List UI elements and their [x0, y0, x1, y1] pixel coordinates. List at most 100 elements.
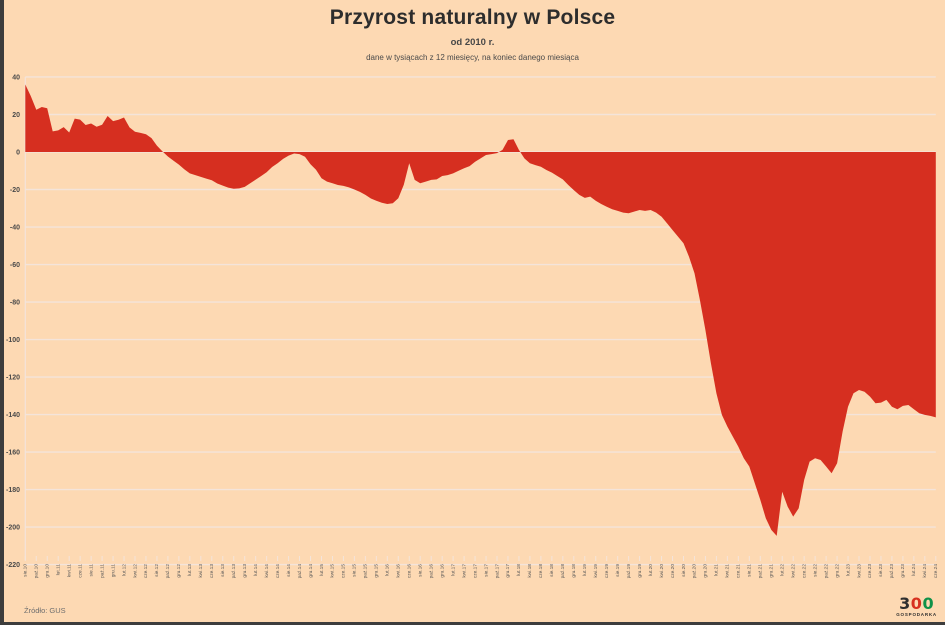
x-axis-label: paź.17: [494, 564, 500, 579]
x-axis-label: kwi.23: [856, 564, 862, 578]
x-axis-label: cze.21: [736, 564, 742, 578]
x-axis-label: lut.21: [714, 564, 720, 576]
area-series: [25, 84, 936, 536]
source-label: Źródło: GUS: [24, 606, 66, 615]
x-axis-label: sie.17: [483, 564, 489, 577]
x-axis-label: kwi.20: [659, 564, 665, 578]
x-axis-label: kwi.22: [790, 564, 796, 578]
x-axis-label: sie.18: [549, 564, 555, 577]
x-axis-label: paź.21: [758, 564, 764, 579]
x-axis-label: sie.12: [154, 564, 160, 577]
y-axis-label: -100: [6, 337, 20, 344]
x-axis-label: cze.19: [604, 564, 610, 578]
x-axis-label: kwi.21: [725, 564, 731, 578]
x-axis-label: cze.14: [275, 564, 281, 578]
x-axis-label: gru.21: [769, 564, 775, 578]
x-axis-label: cze.24: [933, 564, 939, 578]
x-axis-label: kwi.15: [330, 564, 336, 578]
x-axis-label: paź.18: [560, 564, 566, 579]
x-axis-label: lut.17: [450, 564, 456, 576]
x-axis-label: cze.16: [407, 564, 413, 578]
x-axis-label: gru.13: [242, 564, 248, 578]
x-axis-label: gru.11: [110, 564, 116, 578]
logo-digit-0-green: 0: [922, 593, 935, 613]
x-axis-label: cze.23: [867, 564, 873, 578]
x-axis-label: kwi.24: [922, 564, 928, 578]
x-axis-label: cze.13: [209, 564, 215, 578]
x-axis-label: sie.11: [88, 564, 94, 577]
y-axis-label: 40: [12, 74, 20, 81]
x-axis-label: gru.16: [439, 564, 445, 578]
x-axis-label: paź.10: [34, 564, 40, 579]
y-axis-label: 0: [16, 149, 20, 156]
x-axis-label: lut.16: [385, 564, 391, 576]
x-axis-label: kwi.17: [461, 564, 467, 578]
window-bottom-edge: [0, 622, 945, 625]
y-axis-label: -80: [10, 299, 20, 306]
x-axis-label: lut.11: [55, 564, 61, 576]
x-axis-label: kwi.16: [396, 564, 402, 578]
y-axis-label: -180: [6, 487, 20, 494]
x-axis-label: cze.11: [77, 564, 83, 578]
y-axis-label: 20: [12, 112, 20, 119]
x-axis-label: cze.22: [801, 564, 807, 578]
x-axis-label: paź.20: [692, 564, 698, 579]
x-axis-label: gru.17: [505, 564, 511, 578]
x-axis-label: paź.16: [428, 564, 434, 579]
x-axis-label: sie.10: [23, 564, 29, 577]
x-axis-label: gru.15: [374, 564, 380, 578]
x-axis-label: paź.23: [889, 564, 895, 579]
x-axis-label: gru.23: [900, 564, 906, 578]
window-left-edge: [0, 0, 4, 625]
x-axis-label: lut.19: [582, 564, 588, 576]
x-axis-label: cze.12: [143, 564, 149, 578]
y-axis-label: -220: [6, 562, 20, 569]
x-axis-label: lut.24: [911, 564, 917, 576]
x-axis-label: gru.10: [45, 564, 51, 578]
x-axis-label: cze.15: [341, 564, 347, 578]
x-axis-label: sie.15: [352, 564, 358, 577]
x-axis-label: paź.11: [99, 564, 105, 578]
x-axis-label: gru.18: [571, 564, 577, 578]
x-axis-label: sie.21: [747, 564, 753, 577]
x-axis-label: paź.15: [363, 564, 369, 579]
x-axis-label: sie.22: [812, 564, 818, 577]
x-axis-label: gru.12: [176, 564, 182, 578]
x-axis-label: sie.16: [417, 564, 423, 577]
logo-digit-0-red: 0: [910, 593, 923, 613]
x-axis-label: lut.14: [253, 564, 259, 576]
logo-digit-3: 3: [899, 593, 911, 613]
brand-logo: 300 GOSPODARKA: [896, 593, 937, 618]
x-axis-label: lut.20: [648, 564, 654, 576]
x-axis-label: kwi.19: [593, 564, 599, 578]
y-axis-label: -160: [6, 449, 20, 456]
x-axis-label: sie.20: [681, 564, 687, 577]
x-axis-label: sie.23: [878, 564, 884, 577]
x-axis-label: paź.12: [165, 564, 171, 579]
x-axis-label: lut.18: [516, 564, 522, 576]
x-axis-label: lut.22: [779, 564, 785, 576]
x-axis-label: cze.20: [670, 564, 676, 578]
brand-logo-digits: 300: [896, 593, 937, 613]
logo-caption: GOSPODARKA: [896, 611, 937, 617]
y-axis-label: -200: [6, 524, 20, 531]
y-axis-label: -60: [10, 262, 20, 269]
x-axis-label: kwi.13: [198, 564, 204, 578]
x-axis-label: sie.14: [286, 564, 292, 577]
x-axis-label: kwi.18: [527, 564, 533, 578]
x-axis-label: cze.17: [472, 564, 478, 578]
x-axis-label: kwi.14: [264, 564, 270, 578]
x-axis-label: paź.13: [231, 564, 237, 579]
x-axis-label: gru.19: [637, 564, 643, 578]
x-axis-label: kwi.12: [132, 564, 138, 578]
x-axis-label: cze.18: [538, 564, 544, 578]
y-axis-label: -140: [6, 412, 20, 419]
x-axis-label: sie.13: [220, 564, 226, 577]
x-axis-label: paź.22: [823, 564, 829, 579]
x-axis-label: lut.13: [187, 564, 193, 576]
x-axis-label: paź.19: [626, 564, 632, 579]
x-axis-label: gru.14: [308, 564, 314, 578]
x-axis-label: gru.20: [703, 564, 709, 578]
